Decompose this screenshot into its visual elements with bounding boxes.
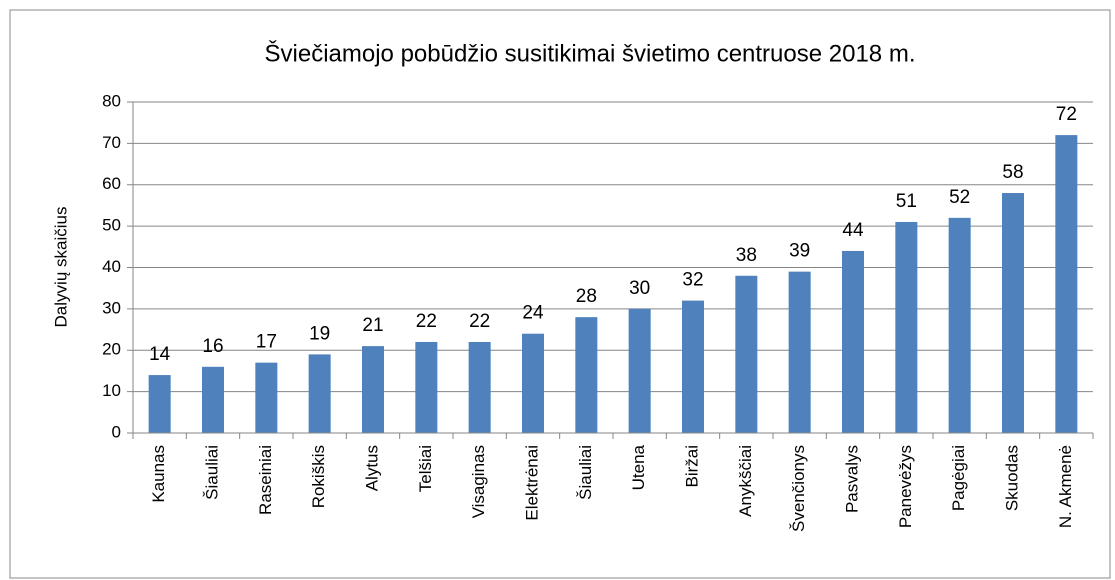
x-tick-label: Šiauliai [202, 445, 221, 500]
data-label: 17 [256, 332, 277, 353]
bar [735, 275, 758, 433]
y-tick-label: 80 [102, 91, 121, 110]
x-tick-label: Kaunas [149, 445, 168, 503]
bar [842, 250, 864, 433]
data-label: 44 [842, 220, 864, 241]
bar [255, 362, 278, 433]
bar [522, 333, 544, 433]
bar [308, 354, 331, 433]
y-tick-label: 0 [112, 422, 121, 441]
bar [948, 217, 971, 433]
chart-title: Šviečiamojo pobūdžio susitikimai švietim… [265, 39, 916, 67]
x-tick-label: Utena [629, 444, 648, 490]
data-label: 24 [522, 303, 544, 324]
x-tick-label: Telšiai [416, 445, 435, 492]
data-label: 39 [789, 241, 810, 262]
data-label: 14 [149, 344, 171, 365]
x-tick-label: Panevėžys [896, 445, 915, 528]
data-label: 21 [362, 315, 383, 336]
data-label: 22 [416, 311, 437, 332]
data-label: 30 [629, 278, 650, 299]
y-tick-label: 50 [102, 216, 121, 235]
y-tick-label: 60 [102, 174, 121, 193]
x-tick-label: Visaginas [469, 445, 488, 518]
data-label: 32 [682, 270, 703, 291]
y-tick-label: 20 [102, 340, 121, 359]
x-tick-label: Rokiškis [309, 445, 328, 508]
y-tick-label: 30 [102, 298, 121, 317]
data-label: 72 [1056, 104, 1077, 125]
chart-border [9, 9, 1111, 579]
y-axis-label: Dalyvių skaičius [51, 207, 70, 328]
bar [895, 221, 918, 433]
bar [628, 308, 651, 433]
data-label: 51 [896, 191, 917, 212]
bar [415, 341, 438, 433]
x-tick-label: Elektrėnai [522, 445, 541, 521]
x-tick-label: Skuodas [1002, 445, 1021, 511]
x-tick-label: Anykščiai [736, 445, 755, 517]
x-tick-label: Biržai [682, 445, 701, 488]
bar [682, 300, 704, 433]
x-tick-label: Šiauliai [576, 445, 595, 500]
data-label: 22 [469, 311, 490, 332]
data-label: 52 [949, 187, 970, 208]
x-tick-label: Pagėgiai [949, 445, 968, 511]
data-label: 38 [736, 245, 757, 266]
bar [1002, 193, 1024, 433]
data-label: 16 [202, 336, 223, 357]
data-label: 58 [1002, 162, 1023, 183]
bar [1055, 135, 1078, 433]
data-label: 19 [309, 323, 330, 344]
y-tick-label: 70 [102, 133, 121, 152]
bar [788, 271, 811, 433]
y-tick-label: 40 [102, 257, 121, 276]
x-tick-label: Pasvalys [842, 445, 861, 513]
bar [575, 317, 598, 433]
y-tick-label: 10 [102, 381, 121, 400]
x-tick-label: N. Akmenė [1056, 445, 1075, 528]
data-label: 28 [576, 286, 597, 307]
x-tick-label: Švenčionys [789, 445, 808, 532]
x-tick-label: Alytus [362, 445, 381, 491]
x-tick-label: Raseiniai [256, 445, 275, 515]
bar [362, 346, 384, 433]
bar [148, 375, 171, 433]
bar [468, 341, 491, 433]
bar [202, 366, 224, 433]
